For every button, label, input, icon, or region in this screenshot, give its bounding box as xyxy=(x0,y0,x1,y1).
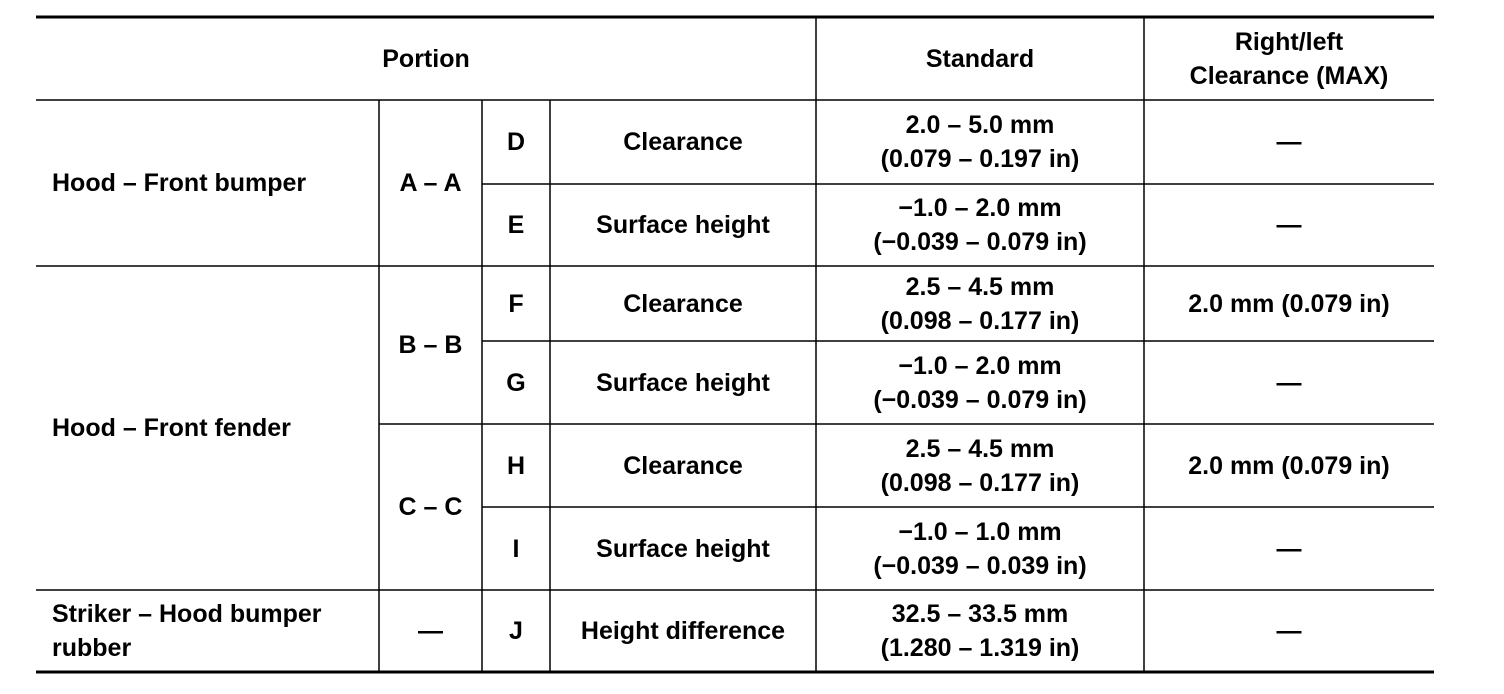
standard-line: (1.280 – 1.319 in) xyxy=(880,634,1080,662)
max-clearance: — xyxy=(1276,368,1302,397)
item: Surface height xyxy=(596,368,770,397)
header-clearance-line: Clearance (MAX) xyxy=(1189,61,1389,90)
item: Surface height xyxy=(596,211,770,239)
standard-line: (0.098 – 0.177 in) xyxy=(880,306,1080,335)
item: Clearance xyxy=(623,451,743,480)
section: A – A xyxy=(399,169,462,197)
letter: F xyxy=(508,289,524,318)
standard-line: (0.098 – 0.177 in) xyxy=(880,468,1080,497)
header-standard: Standard xyxy=(925,44,1035,73)
standard: 32.5 – 33.5 mm (1.280 – 1.319 in) xyxy=(816,590,1144,672)
standard-line: (−0.039 – 0.079 in) xyxy=(873,385,1087,414)
header-clearance: Right/left Clearance (MAX) xyxy=(1144,17,1434,100)
section: B – B xyxy=(398,331,463,359)
standard-line: (0.079 – 0.197 in) xyxy=(880,145,1080,173)
standard: 2.5 – 4.5 mm (0.098 – 0.177 in) xyxy=(816,266,1144,341)
standard-line: 2.5 – 4.5 mm xyxy=(905,272,1055,301)
standard: 2.5 – 4.5 mm (0.098 – 0.177 in) xyxy=(816,424,1144,507)
max-clearance: — xyxy=(1276,617,1302,645)
standard-line: 32.5 – 33.5 mm xyxy=(891,600,1069,628)
standard-line: (−0.039 – 0.039 in) xyxy=(873,551,1087,580)
standard: −1.0 – 2.0 mm (−0.039 – 0.079 in) xyxy=(816,341,1144,424)
standard-line: −1.0 – 2.0 mm xyxy=(898,194,1062,222)
standard-line: −1.0 – 1.0 mm xyxy=(898,517,1062,546)
portion: Hood – Front bumper xyxy=(52,169,307,197)
item: Clearance xyxy=(623,289,743,318)
max-clearance: 2.0 mm (0.079 in) xyxy=(1188,451,1390,480)
letter: I xyxy=(512,534,520,563)
letter: H xyxy=(506,451,526,480)
portion: Striker – Hood bumper rubber xyxy=(52,600,322,662)
standard: −1.0 – 1.0 mm (−0.039 – 0.039 in) xyxy=(816,507,1144,590)
letter: D xyxy=(506,128,526,156)
letter: J xyxy=(509,617,523,645)
item: Surface height xyxy=(596,534,770,563)
section: — xyxy=(418,617,443,645)
header-clearance-line: Right/left xyxy=(1234,27,1344,56)
standard-line: 2.5 – 4.5 mm xyxy=(905,434,1055,463)
letter: G xyxy=(506,368,526,397)
portion: Hood – Front fender xyxy=(52,414,291,442)
header-portion: Portion xyxy=(382,44,470,73)
max-clearance: 2.0 mm (0.079 in) xyxy=(1188,289,1390,318)
standard: 2.0 – 5.0 mm (0.079 – 0.197 in) xyxy=(816,100,1144,184)
item: Clearance xyxy=(623,128,743,156)
standard-line: 2.0 – 5.0 mm xyxy=(905,111,1055,139)
standard-line: −1.0 – 2.0 mm xyxy=(898,351,1062,380)
max-clearance: — xyxy=(1276,128,1302,156)
max-clearance: — xyxy=(1276,534,1302,563)
section: C – C xyxy=(398,493,463,521)
item: Height difference xyxy=(580,617,786,645)
max-clearance: — xyxy=(1276,211,1302,239)
standard-line: (−0.039 – 0.079 in) xyxy=(873,228,1087,256)
standard: −1.0 – 2.0 mm (−0.039 – 0.079 in) xyxy=(816,184,1144,266)
letter: E xyxy=(507,211,525,239)
